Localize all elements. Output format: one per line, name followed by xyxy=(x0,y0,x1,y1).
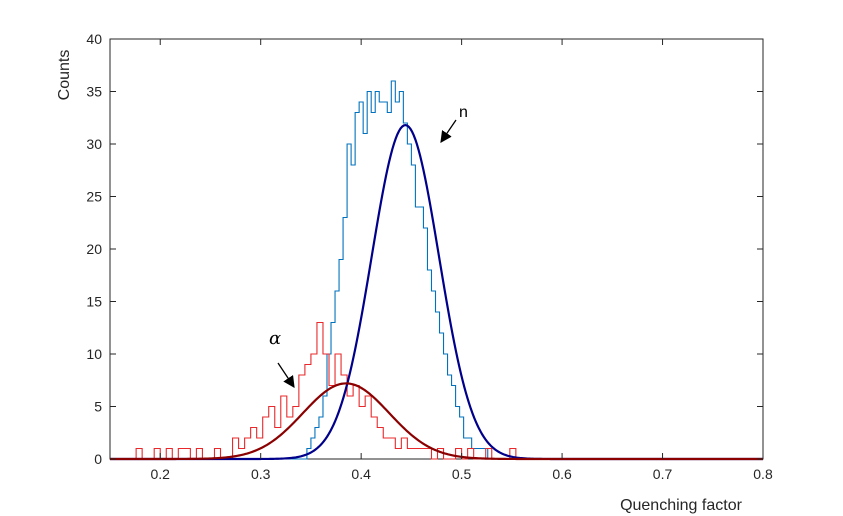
histogram-alpha xyxy=(110,321,763,460)
y-tick-label: 40 xyxy=(86,31,102,47)
x-tick-label: 0.8 xyxy=(753,466,773,482)
x-axis-label: Quenching factor xyxy=(620,497,743,514)
y-tick-label: 0 xyxy=(94,451,102,467)
annotation-n: n xyxy=(440,104,468,143)
x-tick-label: 0.6 xyxy=(552,466,572,482)
annotation-alpha-arrow xyxy=(277,362,295,388)
tick-layer: 0.2 0.3 0.4 0.5 0.6 0.7 0.8 0 5 10 15 20 25 30 35 40 xyxy=(86,31,773,482)
series-layer xyxy=(110,80,763,461)
y-tick-label: 15 xyxy=(86,294,102,310)
annotation-n-label: n xyxy=(459,104,468,121)
x-tick-label: 0.3 xyxy=(251,466,271,482)
y-axis-label: Counts xyxy=(56,50,73,101)
annotation-alpha-label: α xyxy=(269,328,281,349)
annotation-n-arrow xyxy=(440,119,457,143)
y-tick-label: 10 xyxy=(86,346,102,362)
fit-alpha xyxy=(110,382,763,461)
y-tick-label: 35 xyxy=(86,84,102,100)
x-tick-label: 0.5 xyxy=(452,466,472,482)
y-tick-label: 5 xyxy=(94,399,102,415)
x-tick-label: 0.2 xyxy=(150,466,170,482)
fit-neutron xyxy=(110,123,763,461)
x-tick-label: 0.7 xyxy=(653,466,673,482)
x-tick-label: 0.4 xyxy=(351,466,371,482)
y-tick-label: 20 xyxy=(86,241,102,257)
histogram-neutron xyxy=(110,80,763,460)
plot-frame xyxy=(109,38,764,460)
plot-area xyxy=(109,38,764,460)
y-tick-label: 25 xyxy=(86,189,102,205)
annotation-alpha: α xyxy=(269,328,295,388)
y-tick-label: 30 xyxy=(86,136,102,152)
